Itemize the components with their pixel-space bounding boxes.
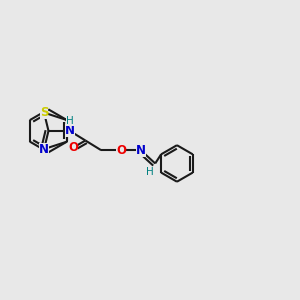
Text: H: H [66,116,74,126]
Text: O: O [68,141,78,154]
Text: S: S [40,106,48,119]
Text: N: N [136,144,146,157]
Text: H: H [146,167,154,177]
Text: O: O [116,144,126,157]
Text: N: N [65,124,75,137]
Text: N: N [39,142,49,156]
